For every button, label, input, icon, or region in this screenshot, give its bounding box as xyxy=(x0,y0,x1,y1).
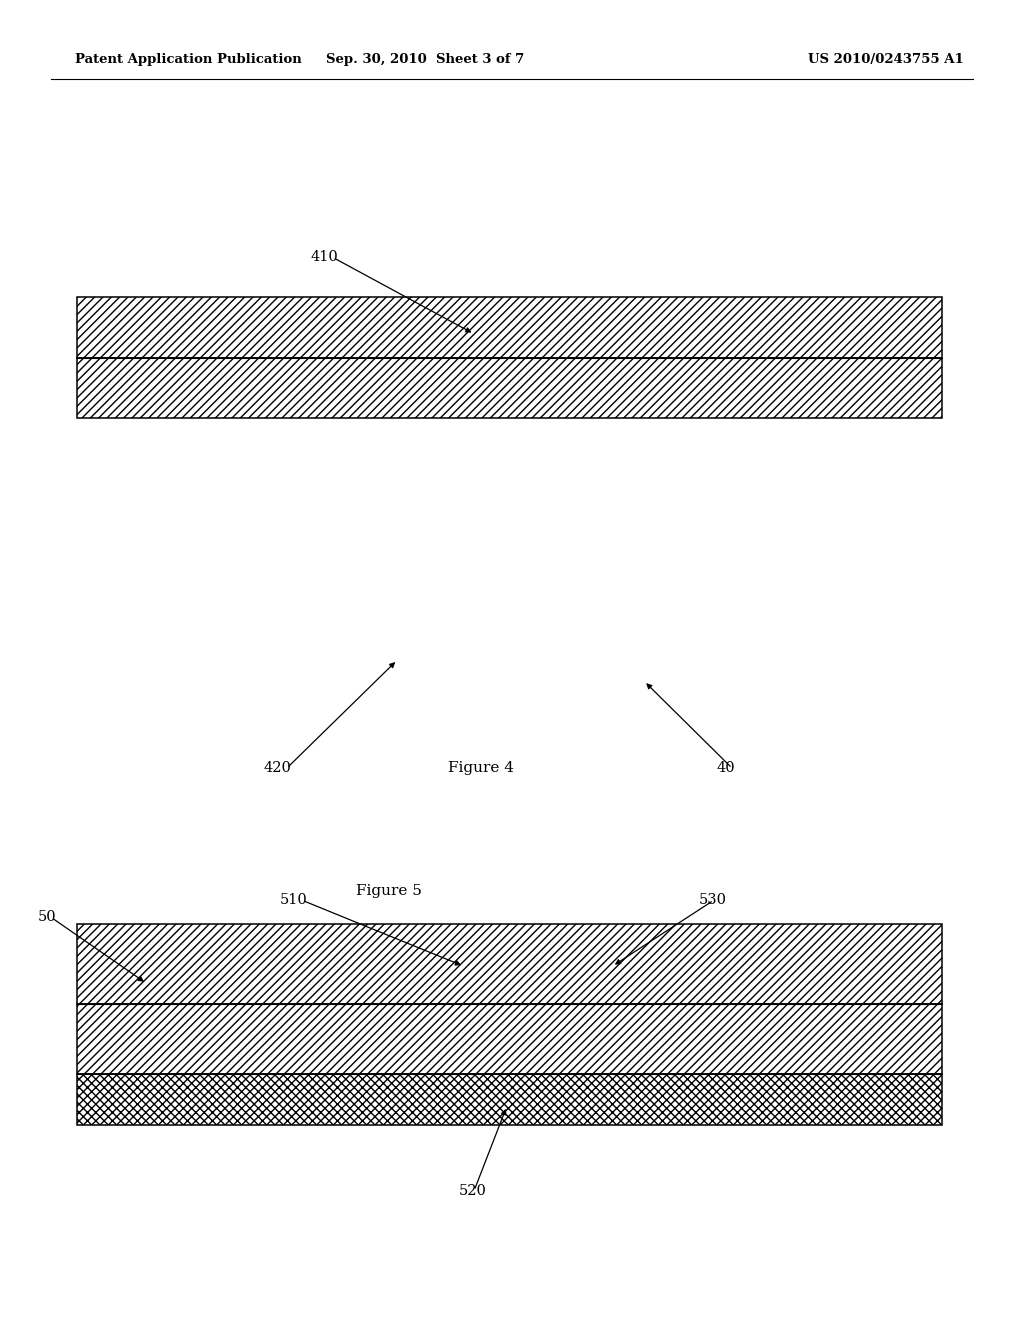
Bar xyxy=(77,1005,942,1074)
Text: US 2010/0243755 A1: US 2010/0243755 A1 xyxy=(808,53,964,66)
Text: 530: 530 xyxy=(698,894,726,907)
Text: Figure 4: Figure 4 xyxy=(449,762,514,775)
Text: 420: 420 xyxy=(264,762,292,775)
Text: Sep. 30, 2010  Sheet 3 of 7: Sep. 30, 2010 Sheet 3 of 7 xyxy=(326,53,524,66)
Text: 510: 510 xyxy=(280,894,307,907)
Text: Patent Application Publication: Patent Application Publication xyxy=(75,53,301,66)
Text: Figure 5: Figure 5 xyxy=(356,884,422,898)
Text: 410: 410 xyxy=(310,251,338,264)
Bar xyxy=(77,924,942,1005)
Bar xyxy=(77,1074,942,1125)
Bar xyxy=(77,358,942,418)
Text: 50: 50 xyxy=(38,911,56,924)
Bar xyxy=(77,297,942,358)
Text: 40: 40 xyxy=(717,762,735,775)
Text: 520: 520 xyxy=(459,1184,486,1197)
